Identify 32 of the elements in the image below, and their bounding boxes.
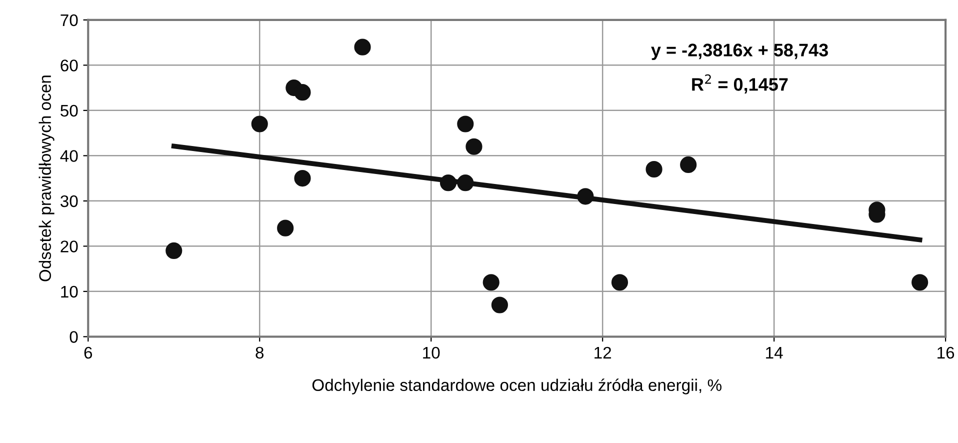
- y-tick-label: 20: [60, 240, 78, 252]
- point: [466, 138, 482, 155]
- x-axis-title: Odchylenie standardowe ocen udziału źródła energii, %: [312, 378, 722, 394]
- point: [294, 84, 311, 101]
- point: [277, 220, 294, 236]
- y-tick-label: 30: [60, 195, 78, 208]
- x-tick-label: 14: [766, 347, 783, 358]
- x-tick-label: 12: [594, 346, 612, 358]
- y-tick-label: 40: [60, 150, 78, 162]
- y-tick-label: 10: [61, 286, 78, 298]
- y-axis-title: Odsetek prawidłowych ocen: [38, 76, 54, 282]
- point: [457, 116, 474, 132]
- point: [166, 242, 182, 260]
- point: [611, 274, 628, 291]
- point: [680, 156, 697, 174]
- y-tick-label: 70: [60, 14, 78, 26]
- point: [294, 170, 311, 187]
- point: [482, 274, 500, 291]
- point: [251, 116, 268, 132]
- y-tick-label: 60: [60, 60, 78, 72]
- x-tick-label: 8: [256, 346, 264, 359]
- x-tick-label: 16: [938, 346, 954, 359]
- y-tick-label: 0: [70, 331, 78, 343]
- annotation: y = -2,3816x + 58,743: [651, 44, 828, 60]
- y-tick-label: 50: [60, 104, 78, 117]
- point: [491, 296, 508, 314]
- x-tick-label: 6: [84, 346, 92, 359]
- point: [912, 274, 928, 291]
- annotation: R$^{2}$ = 0,1457: [692, 74, 788, 94]
- point: [354, 38, 371, 56]
- point: [646, 160, 662, 178]
- x-tick-label: 10: [423, 346, 440, 359]
